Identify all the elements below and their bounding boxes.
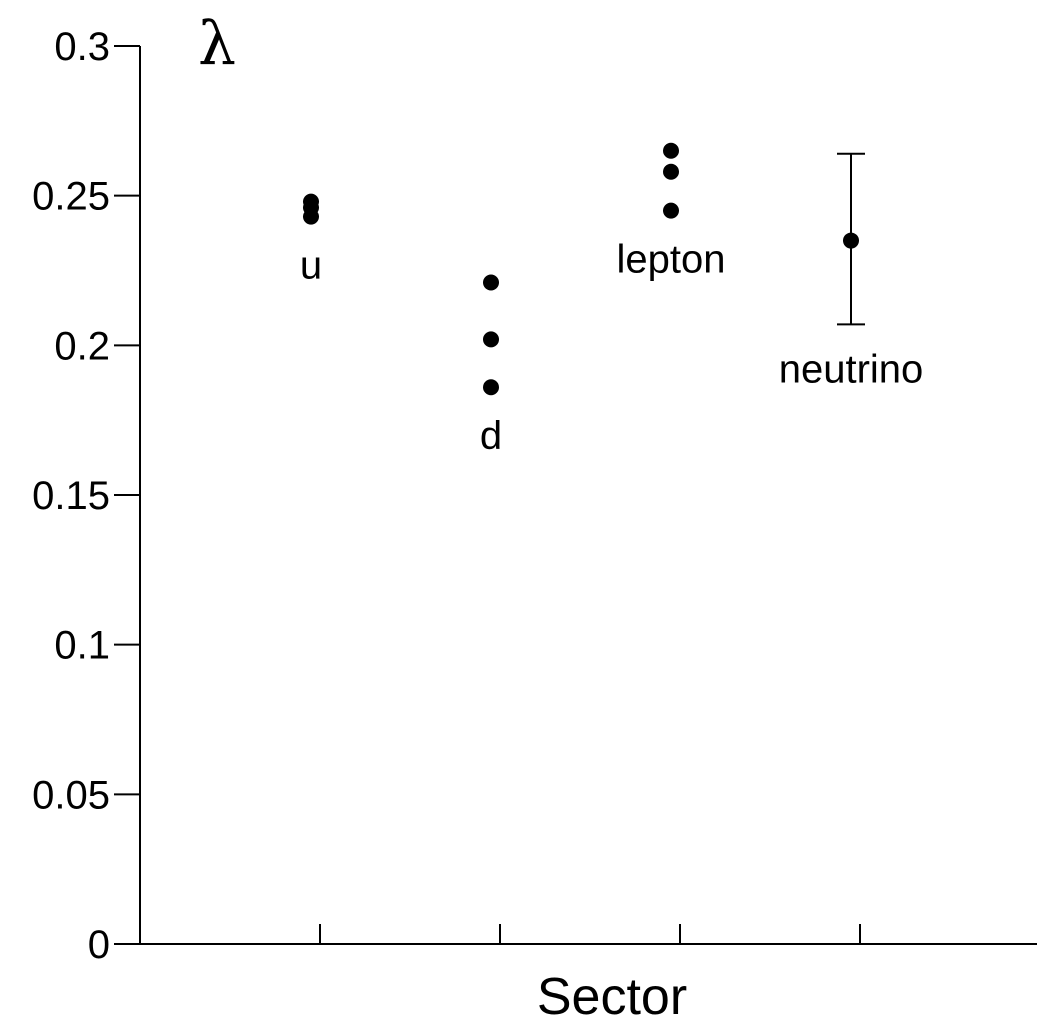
y-tick-label: 0 [88,923,110,967]
y-tick-label: 0.2 [54,324,110,368]
data-point [663,163,679,180]
sector-label: lepton [617,238,726,282]
sector-labels: u d lepton neutrino [300,238,923,459]
y-tick-label: 0.05 [32,773,110,817]
data-point [663,202,679,219]
y-axis-title: λ [198,9,236,79]
data-marks [303,142,865,396]
data-point [843,232,859,249]
data-point [303,208,319,225]
sector-label: neutrino [779,347,924,391]
data-point [663,142,679,159]
data-point [483,274,499,291]
data-point [483,379,499,396]
sector-label: u [300,244,322,288]
sector-label: d [480,414,502,458]
y-tick-label: 0.3 [54,25,110,69]
y-tick-label: 0.1 [54,624,110,668]
x-axis-ticks [319,924,861,944]
axes [139,46,1037,945]
y-axis-ticks: 0 0.05 0.1 0.15 0.2 0.25 0.3 [32,25,140,967]
data-point [483,331,499,348]
y-tick-label: 0.25 [32,175,110,219]
x-axis-title: Sector [537,968,687,1025]
y-tick-label: 0.15 [32,474,110,518]
